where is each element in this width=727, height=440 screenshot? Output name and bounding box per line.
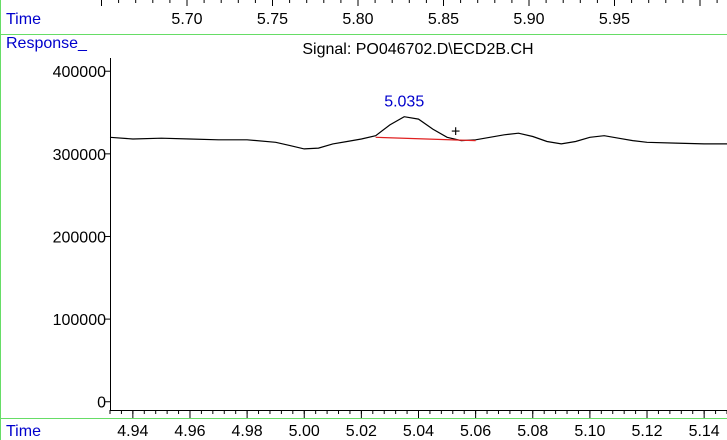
x-tick-label: 5.02 (346, 423, 377, 440)
top-axis-tick-label: 5.75 (257, 11, 288, 28)
x-tick-label: 4.98 (232, 423, 263, 440)
series-group (109, 116, 727, 150)
y-tick-label: 400000 (53, 64, 106, 81)
axes (110, 58, 727, 411)
x-axis-ticks: 4.94 4.96 4.98 5.00 5.02 5.04 5.06 5.08 5.10 5.12… (109, 410, 727, 440)
y-tick-label: 100000 (53, 312, 106, 329)
y-tick-label: 300000 (53, 147, 106, 164)
x-tick-label: 5.06 (460, 423, 491, 440)
y-tick-label: 200000 (53, 229, 106, 246)
signal-trace (109, 116, 727, 150)
y-tick-label: 0 (97, 395, 106, 412)
x-tick-label: 5.04 (403, 423, 434, 440)
x-tick-label: 5.12 (631, 423, 662, 440)
top-axis-ticks: 5.70 5.75 5.80 5.85 5.90 5.95 (101, 0, 718, 28)
top-axis-tick-label: 5.85 (428, 11, 459, 28)
x-tick-label: 4.94 (117, 423, 148, 440)
x-tick-label: 5.10 (574, 423, 605, 440)
top-axis-tick-label: 5.80 (342, 11, 373, 28)
signal-title: Signal: PO046702.D\ECD2B.CH (302, 41, 533, 58)
x-tick-label: 5.14 (689, 423, 720, 440)
peak-baseline (375, 136, 476, 142)
top-axis-tick-label: 5.70 (171, 11, 202, 28)
top-axis-tick-label: 5.90 (513, 11, 544, 28)
annotations-group: 5.035 + (384, 94, 460, 141)
peak-marker: + (451, 124, 460, 141)
y-axis-title: Response_ (6, 35, 88, 52)
x-axis-title: Time (6, 423, 41, 440)
top-axis-tick-label: 5.95 (599, 11, 630, 28)
y-axis-ticks: 400000 300000 200000 100000 0 (53, 64, 110, 412)
x-tick-label: 4.96 (174, 423, 205, 440)
x-tick-label: 5.08 (517, 423, 548, 440)
top-axis-label: Time (6, 11, 41, 28)
x-tick-label: 5.00 (289, 423, 320, 440)
peak-retention-label: 5.035 (384, 94, 424, 111)
